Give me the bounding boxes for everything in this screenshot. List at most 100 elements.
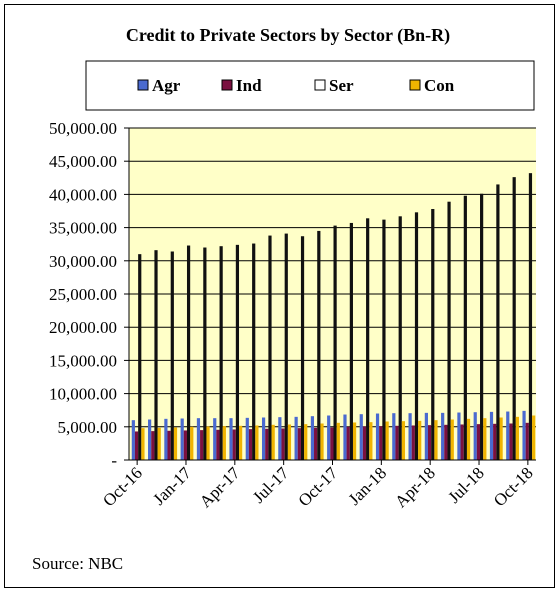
bar-con	[304, 424, 308, 460]
bar-con	[141, 428, 145, 460]
bar-agr	[148, 419, 152, 460]
bar-ser	[268, 235, 272, 460]
bar-ind	[330, 427, 334, 460]
chart-frame: Credit to Private Sectors by Sector (Bn-…	[4, 4, 555, 588]
bar-con	[466, 418, 471, 460]
bar-ind	[216, 429, 220, 460]
bar-con	[434, 420, 438, 460]
bar-ser	[480, 193, 484, 461]
bar-ind	[346, 426, 350, 460]
bars	[131, 173, 536, 461]
bar-ser	[349, 222, 353, 460]
bar-con	[401, 421, 406, 460]
bar-con	[483, 418, 487, 460]
bar-ser	[186, 245, 191, 460]
bar-con	[320, 423, 324, 460]
legend: Agr Ind Ser Con	[85, 60, 535, 111]
x-tick-label: Apr-18	[391, 463, 439, 511]
gridlines	[129, 127, 536, 428]
bar-ind	[265, 428, 269, 460]
chart: Credit to Private Sectors by Sector (Bn-…	[32, 25, 537, 573]
bar-con	[190, 426, 194, 460]
bar-ser	[317, 230, 321, 460]
bar-ser	[496, 184, 500, 460]
y-tick-label: 10,000.00	[49, 385, 117, 404]
bar-agr	[392, 413, 396, 460]
y-tick-label: 25,000.00	[49, 285, 117, 304]
y-tick-label: 40,000.00	[49, 185, 117, 204]
bar-ind	[444, 424, 448, 460]
bar-agr	[506, 411, 510, 460]
bar-ser	[431, 209, 435, 460]
bar-ind	[232, 429, 236, 460]
bar-agr	[343, 414, 347, 460]
x-tick-label: Jan-17	[149, 463, 195, 509]
bar-ser	[382, 219, 386, 460]
bar-con	[173, 427, 178, 460]
bar-agr	[489, 411, 494, 460]
bar-ind	[395, 425, 399, 460]
bar-ser	[170, 251, 174, 460]
bar-agr	[327, 415, 331, 460]
bar-ser	[463, 195, 467, 461]
y-tick-label: 20,000.00	[49, 318, 117, 337]
bar-con	[369, 422, 373, 460]
bar-ser	[300, 236, 305, 460]
bar-ind	[151, 431, 155, 460]
y-tick-label: 5,000.00	[58, 418, 118, 437]
bar-ind	[281, 428, 285, 460]
bar-agr	[359, 414, 363, 460]
bar-ind	[493, 423, 497, 460]
bar-ser	[398, 216, 402, 460]
bar-ind	[362, 426, 367, 460]
bar-ser	[366, 218, 370, 460]
bar-agr	[473, 412, 477, 460]
bar-con	[385, 421, 389, 460]
y-tick-labels: - 5,000.00 10,000.00 15,000.00 20,000.00 25,0…	[49, 119, 117, 470]
bar-agr	[457, 412, 461, 460]
bar-agr	[164, 418, 168, 460]
bar-ind	[297, 428, 301, 460]
bar-ind	[134, 431, 139, 460]
axes	[124, 127, 536, 465]
x-tick-label: Oct-18	[490, 463, 537, 510]
bar-agr	[278, 417, 282, 460]
bar-ind	[248, 429, 253, 460]
bar-ser	[414, 212, 419, 460]
bar-agr	[196, 418, 201, 460]
bar-ind	[509, 423, 513, 460]
bar-con	[239, 425, 243, 460]
bar-ind	[460, 424, 464, 460]
bar-ser	[235, 244, 240, 460]
bar-ind	[379, 426, 383, 460]
x-tick-label: Oct-17	[295, 463, 342, 510]
bar-ser	[512, 177, 516, 460]
legend-label-ind: Ind	[236, 76, 262, 95]
bar-con	[450, 419, 454, 460]
bar-agr	[131, 420, 135, 460]
bar-ser	[252, 243, 256, 460]
x-tick-labels: Oct-16 Jan-17 Apr-17 Jul-17 Oct-17 Jan-18 Apr-…	[99, 463, 537, 511]
bar-con	[271, 424, 275, 460]
y-tick-label: 30,000.00	[49, 252, 117, 271]
legend-label-ser: Ser	[329, 76, 354, 95]
source-note: Source: NBC	[32, 554, 123, 573]
bar-ind	[525, 422, 529, 460]
bar-con	[222, 426, 226, 460]
bar-con	[532, 415, 536, 460]
bar-agr	[261, 417, 266, 460]
bar-ser	[138, 254, 142, 460]
y-tick-label: 35,000.00	[49, 219, 117, 238]
bar-ind	[427, 425, 432, 460]
x-tick-label: Apr-17	[196, 463, 244, 511]
x-tick-label: Jan-18	[345, 463, 390, 508]
legend-swatch-ind	[221, 79, 233, 91]
bar-agr	[294, 416, 298, 460]
bar-ser	[284, 233, 288, 460]
chart-title: Credit to Private Sectors by Sector (Bn-…	[126, 25, 450, 46]
bar-agr	[408, 413, 412, 460]
bar-con	[157, 427, 161, 460]
bar-ind	[476, 424, 481, 460]
legend-box	[85, 60, 535, 111]
bar-ind	[183, 430, 187, 460]
